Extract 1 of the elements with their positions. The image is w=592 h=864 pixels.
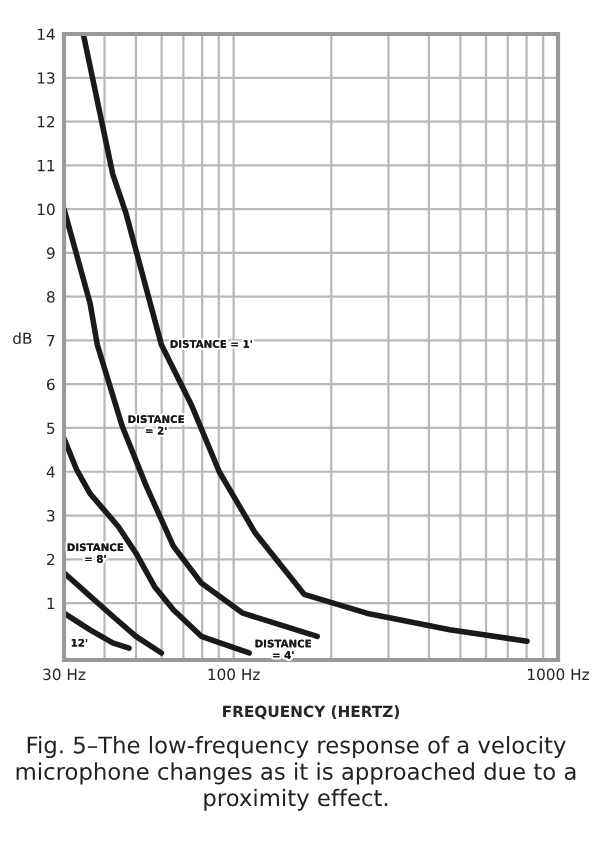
caption: Fig. 5–The low-frequency response of a velocity microphone changes as it is approached due to a proximity effect.: [16, 736, 576, 811]
